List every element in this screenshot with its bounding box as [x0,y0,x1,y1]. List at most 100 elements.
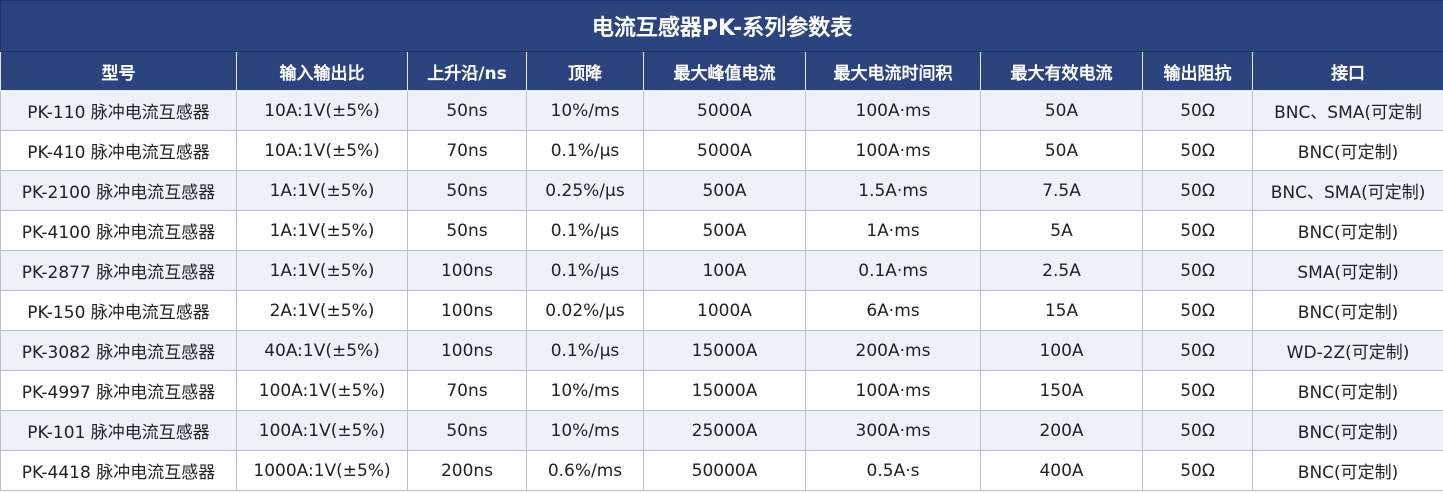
cell-connector: SMA(可定制) [1251,250,1443,291]
table-row: PK-4997 脉冲电流互感器 100A:1V(±5%) 70ns 10%/ms 150… [0,370,1443,411]
cell-connector: BNC(可定制) [1251,210,1443,251]
cell-connector: BNC、SMA(可定制) [1251,170,1443,211]
cell-droop: 0.25%/μs [526,170,644,211]
cell-peak-current: 15000A [643,370,806,411]
cell-connector: WD-2Z(可定制) [1251,330,1443,371]
cell-current-time-product: 100A·ms [805,90,981,131]
table-row: PK-3082 脉冲电流互感器 40A:1V(±5%) 100ns 0.1%/μs 15… [0,330,1443,371]
table-row: PK-4100 脉冲电流互感器 1A:1V(±5%) 50ns 0.1%/μs 500A… [0,210,1443,251]
cell-peak-current: 500A [643,210,806,251]
cell-rms-current: 400A [980,450,1143,491]
cell-ratio: 1A:1V(±5%) [236,210,408,251]
cell-droop: 10%/ms [526,410,644,451]
table-body: PK-110 脉冲电流互感器 10A:1V(±5%) 50ns 10%/ms 5000A… [0,90,1443,491]
header-rise-time: 上升沿/ns [407,51,527,91]
cell-ratio: 1A:1V(±5%) [236,250,408,291]
cell-droop: 10%/ms [526,370,644,411]
cell-rms-current: 100A [980,330,1143,371]
cell-rms-current: 50A [980,90,1143,131]
cell-current-time-product: 200A·ms [805,330,981,371]
cell-current-time-product: 6A·ms [805,290,981,331]
cell-current-time-product: 0.5A·s [805,450,981,491]
cell-model: PK-110 脉冲电流互感器 [0,90,237,131]
cell-current-time-product: 100A·ms [805,370,981,411]
header-connector: 接口 [1251,51,1443,91]
cell-output-impedance: 50Ω [1142,450,1253,491]
cell-peak-current: 1000A [643,290,806,331]
cell-rise-time: 50ns [407,90,527,131]
header-peak-current: 最大峰值电流 [643,51,806,91]
cell-ratio: 40A:1V(±5%) [236,330,408,371]
cell-rise-time: 70ns [407,130,527,171]
cell-model: PK-3082 脉冲电流互感器 [0,330,237,371]
cell-ratio: 10A:1V(±5%) [236,90,408,131]
cell-rise-time: 200ns [407,450,527,491]
cell-ratio: 100A:1V(±5%) [236,370,408,411]
cell-model: PK-2100 脉冲电流互感器 [0,170,237,211]
cell-output-impedance: 50Ω [1142,290,1253,331]
cell-ratio: 100A:1V(±5%) [236,410,408,451]
cell-connector: BNC(可定制) [1251,450,1443,491]
cell-model: PK-4100 脉冲电流互感器 [0,210,237,251]
cell-peak-current: 500A [643,170,806,211]
cell-peak-current: 15000A [643,330,806,371]
table-row: PK-2100 脉冲电流互感器 1A:1V(±5%) 50ns 0.25%/μs 500… [0,170,1443,211]
cell-output-impedance: 50Ω [1142,370,1253,411]
table-row: PK-4418 脉冲电流互感器 1000A:1V(±5%) 200ns 0.6%/ms… [0,450,1443,491]
cell-rms-current: 50A [980,130,1143,171]
cell-output-impedance: 50Ω [1142,90,1253,131]
cell-rise-time: 100ns [407,290,527,331]
cell-output-impedance: 50Ω [1142,330,1253,371]
cell-rms-current: 200A [980,410,1143,451]
cell-ratio: 1000A:1V(±5%) [236,450,408,491]
cell-model: PK-4418 脉冲电流互感器 [0,450,237,491]
cell-peak-current: 25000A [643,410,806,451]
cell-output-impedance: 50Ω [1142,410,1253,451]
cell-model: PK-410 脉冲电流互感器 [0,130,237,171]
cell-output-impedance: 50Ω [1142,170,1253,211]
table-row: PK-110 脉冲电流互感器 10A:1V(±5%) 50ns 10%/ms 5000A… [0,90,1443,131]
cell-model: PK-2877 脉冲电流互感器 [0,250,237,291]
cell-current-time-product: 100A·ms [805,130,981,171]
header-ratio: 输入输出比 [236,51,408,91]
cell-ratio: 10A:1V(±5%) [236,130,408,171]
cell-droop: 0.1%/μs [526,210,644,251]
table-title-row: 电流互感器PK-系列参数表 [0,0,1443,52]
cell-rms-current: 7.5A [980,170,1143,211]
cell-rise-time: 100ns [407,330,527,371]
cell-droop: 10%/ms [526,90,644,131]
table-row: PK-2877 脉冲电流互感器 1A:1V(±5%) 100ns 0.1%/μs 100… [0,250,1443,291]
header-droop: 顶降 [526,51,644,91]
cell-droop: 0.1%/μs [526,250,644,291]
cell-output-impedance: 50Ω [1142,210,1253,251]
cell-peak-current: 5000A [643,130,806,171]
cell-rms-current: 2.5A [980,250,1143,291]
cell-rise-time: 70ns [407,370,527,411]
cell-current-time-product: 1A·ms [805,210,981,251]
cell-peak-current: 50000A [643,450,806,491]
cell-current-time-product: 1.5A·ms [805,170,981,211]
cell-rms-current: 5A [980,210,1143,251]
table-row: PK-410 脉冲电流互感器 10A:1V(±5%) 70ns 0.1%/μs 5000… [0,130,1443,171]
cell-connector: BNC、SMA(可定制 [1251,90,1443,131]
cell-droop: 0.6%/ms [526,450,644,491]
cell-peak-current: 100A [643,250,806,291]
header-output-impedance: 输出阻抗 [1142,51,1253,91]
cell-rise-time: 50ns [407,210,527,251]
cell-rms-current: 15A [980,290,1143,331]
cell-current-time-product: 0.1A·ms [805,250,981,291]
cell-output-impedance: 50Ω [1142,250,1253,291]
cell-ratio: 2A:1V(±5%) [236,290,408,331]
table-title: 电流互感器PK-系列参数表 [0,0,1443,52]
cell-droop: 0.02%/μs [526,290,644,331]
cell-droop: 0.1%/μs [526,330,644,371]
cell-rise-time: 100ns [407,250,527,291]
cell-model: PK-150 脉冲电流互感器 [0,290,237,331]
header-rms-current: 最大有效电流 [980,51,1143,91]
cell-connector: BNC(可定制) [1251,370,1443,411]
cell-rms-current: 150A [980,370,1143,411]
header-current-time-product: 最大电流时间积 [805,51,981,91]
cell-connector: BNC(可定制) [1251,130,1443,171]
